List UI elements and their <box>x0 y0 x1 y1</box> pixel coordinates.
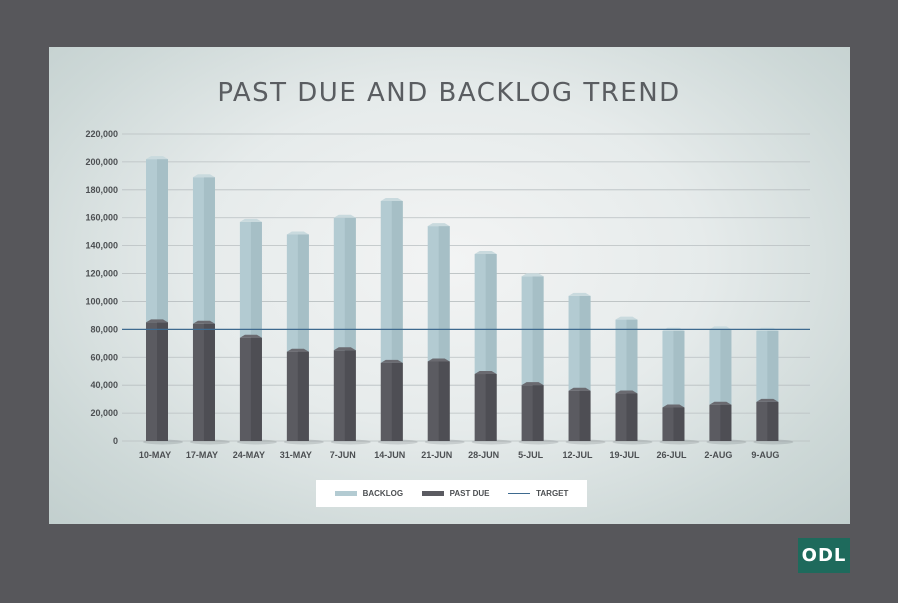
bar-past-due-side <box>250 337 262 441</box>
x-tick-label: 12-JUL <box>563 450 594 460</box>
bar-backlog-side <box>391 200 403 363</box>
y-tick-label: 200,000 <box>85 157 118 167</box>
bar-past-due-side <box>344 350 356 441</box>
bar-past-due-top <box>474 371 497 375</box>
y-tick-label: 160,000 <box>85 213 118 223</box>
bar-past-due-top <box>615 390 638 394</box>
bar-backlog-top <box>709 326 732 330</box>
chart-title: PAST DUE AND BACKLOG TREND <box>217 78 681 108</box>
y-tick-label: 40,000 <box>90 380 118 390</box>
bar-past-due-top <box>333 347 356 351</box>
legend-item-backlog: BACKLOG <box>334 489 404 498</box>
bar-past-due-top <box>239 334 262 338</box>
bar-past-due-side <box>297 351 309 441</box>
bar-past-due-side <box>532 385 544 441</box>
bar-past-due-side <box>673 407 685 441</box>
legend-label-past-due: PAST DUE <box>449 489 490 498</box>
legend-swatch-backlog <box>334 491 357 496</box>
bar-past-due-top <box>192 320 215 324</box>
x-tick-label: 31-MAY <box>280 450 312 460</box>
x-tick-label: 9-AUG <box>751 450 779 460</box>
bar-backlog-side <box>438 226 450 362</box>
bar-past-due-top <box>709 401 732 405</box>
bar-backlog-side <box>767 330 779 402</box>
bar-backlog-top <box>474 251 497 255</box>
bar-backlog-top <box>286 231 309 235</box>
x-tick-label: 14-JUN <box>374 450 405 460</box>
bar-backlog-side <box>344 217 356 351</box>
x-tick-label: 2-AUG <box>704 450 732 460</box>
y-tick-label: 80,000 <box>90 324 118 334</box>
bar-past-due-top <box>521 382 544 386</box>
bar-past-due-top <box>662 404 685 408</box>
bar-backlog-side <box>157 159 168 323</box>
bar-backlog-top <box>521 273 544 277</box>
chart-legend: BACKLOG PAST DUE TARGET <box>316 480 587 507</box>
bar-past-due-top <box>756 398 779 402</box>
bar-backlog-side <box>250 221 262 338</box>
bar-backlog-side <box>579 295 591 391</box>
bar-backlog-top <box>380 197 403 201</box>
bar-past-due-side <box>157 322 168 441</box>
x-tick-label: 17-MAY <box>186 450 218 460</box>
bar-past-due-top <box>286 348 309 352</box>
y-tick-label: 20,000 <box>90 408 118 418</box>
bar-backlog-side <box>673 330 685 408</box>
y-tick-label: 0 <box>113 436 118 446</box>
bar-past-due-side <box>626 393 638 441</box>
x-tick-label: 10-MAY <box>139 450 171 460</box>
x-tick-label: 28-JUN <box>468 450 499 460</box>
legend-swatch-past-due <box>421 491 444 496</box>
bar-backlog-top <box>192 174 215 178</box>
bar-past-due-side <box>579 390 591 441</box>
y-tick-label: 180,000 <box>85 185 118 195</box>
bar-past-due-side <box>485 374 497 441</box>
bar-backlog-top <box>615 316 638 320</box>
odl-logo: ODL <box>798 538 850 573</box>
bar-backlog-side <box>485 254 497 375</box>
legend-label-target: TARGET <box>536 489 569 498</box>
bar-backlog-top <box>146 156 168 160</box>
legend-item-past-due: PAST DUE <box>421 489 490 498</box>
bar-past-due-top <box>380 359 403 363</box>
legend-label-backlog: BACKLOG <box>362 489 404 498</box>
bar-past-due-side <box>203 323 215 441</box>
legend-item-target: TARGET <box>508 489 568 498</box>
bar-backlog-top <box>427 223 450 227</box>
x-tick-label: 5-JUL <box>518 450 544 460</box>
legend-swatch-target <box>508 493 531 494</box>
bar-past-due-side <box>391 362 403 441</box>
x-tick-label: 21-JUN <box>421 450 452 460</box>
y-tick-label: 100,000 <box>85 296 118 306</box>
bar-backlog-top <box>239 218 262 222</box>
x-tick-label: 24-MAY <box>233 450 265 460</box>
y-tick-label: 120,000 <box>85 269 118 279</box>
y-tick-label: 220,000 <box>85 129 118 139</box>
bar-past-due-side <box>720 404 732 441</box>
bar-past-due-top <box>146 319 168 323</box>
bar-backlog-side <box>203 177 215 324</box>
bar-past-due-top <box>427 358 450 362</box>
bar-backlog-top <box>568 292 591 296</box>
bar-backlog-top <box>333 214 356 218</box>
bar-past-due-side <box>438 361 450 441</box>
y-tick-label: 140,000 <box>85 241 118 251</box>
bar-backlog-side <box>720 329 732 405</box>
bar-backlog-side <box>626 319 638 394</box>
x-tick-label: 19-JUL <box>609 450 640 460</box>
x-tick-label: 7-JUN <box>330 450 356 460</box>
bar-backlog-side <box>532 276 544 386</box>
bar-past-due-side <box>767 401 779 441</box>
x-tick-label: 26-JUL <box>656 450 687 460</box>
bar-past-due-top <box>568 387 591 391</box>
y-tick-label: 60,000 <box>90 352 118 362</box>
bar-backlog-side <box>297 234 309 352</box>
